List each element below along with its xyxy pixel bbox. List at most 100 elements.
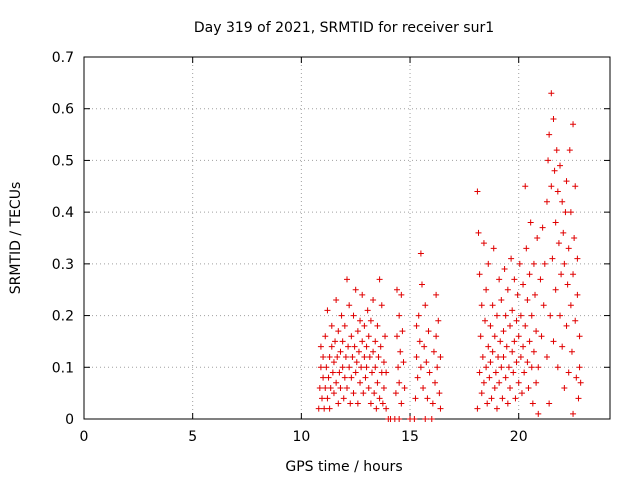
data-point [370,297,377,304]
y-tick-label: 0.7 [52,50,74,66]
data-point [570,271,577,278]
data-point [509,348,516,355]
data-point [552,219,559,226]
data-point [376,276,383,283]
data-point [551,167,558,174]
data-point [570,410,577,417]
data-point [548,183,555,190]
data-point [552,286,559,293]
data-point [326,405,333,412]
data-point [322,384,329,391]
data-point [483,364,490,371]
data-point [520,281,527,288]
data-point [509,307,516,314]
data-point [375,353,382,360]
data-point [572,317,579,324]
data-point [501,266,508,273]
data-point [336,369,343,376]
data-point [535,410,542,417]
data-point [396,379,403,386]
y-tick-label: 0.6 [52,102,74,118]
data-point [566,147,573,154]
data-point [507,384,514,391]
data-point [547,312,554,319]
data-point [535,364,542,371]
data-point [574,291,581,298]
data-point [568,348,575,355]
x-tick-label: 5 [188,429,197,445]
data-point [549,255,556,262]
data-point [563,322,570,329]
data-point [327,384,334,391]
data-point [491,333,498,340]
y-tick-label: 0.5 [52,153,74,169]
data-point [513,317,520,324]
data-point [341,322,348,329]
data-point [328,343,335,350]
data-point [528,312,535,319]
data-point [392,390,399,397]
data-point [484,400,491,407]
data-point [368,369,375,376]
data-point [371,390,378,397]
data-point [493,405,500,412]
data-point [546,400,553,407]
data-point [533,379,540,386]
data-point [399,328,406,335]
data-point [335,400,342,407]
data-point [412,395,419,402]
data-point [479,353,486,360]
data-point [575,395,582,402]
data-point [352,369,359,376]
data-point [524,297,531,304]
data-point [357,379,364,386]
data-point [433,291,440,298]
data-point [370,348,377,355]
data-point [323,364,330,371]
data-point [437,353,444,360]
data-point [374,379,381,386]
data-point [361,322,368,329]
data-point [510,369,517,376]
data-point [345,343,352,350]
data-point [421,343,428,350]
data-point [359,291,366,298]
data-point [425,328,432,335]
data-point [532,291,539,298]
data-point [493,312,500,319]
data-point [543,353,550,360]
data-point [429,400,436,407]
data-point [380,384,387,391]
data-point [423,359,430,366]
data-point [354,400,361,407]
data-point [574,255,581,262]
data-point [476,271,483,278]
data-point [415,312,422,319]
data-point [359,338,366,345]
data-point [530,260,537,267]
data-point [487,322,494,329]
data-point [530,348,537,355]
data-point [396,312,403,319]
data-point [353,359,360,366]
data-point [573,374,580,381]
data-point [383,405,390,412]
data-point [543,198,550,205]
data-point [562,209,569,216]
data-point [355,348,362,355]
data-point [364,307,371,314]
y-axis-label: SRMTID / TECUs [8,182,24,295]
data-point [335,328,342,335]
data-point [348,333,355,340]
data-point [363,364,370,371]
data-point [497,338,504,345]
y-tick-label: 0.1 [52,360,74,376]
data-point [436,390,443,397]
data-point [334,353,341,360]
data-point [500,328,507,335]
data-point [518,390,525,397]
data-point [550,116,557,123]
data-point [363,343,370,350]
data-point [365,333,372,340]
data-point [316,384,323,391]
